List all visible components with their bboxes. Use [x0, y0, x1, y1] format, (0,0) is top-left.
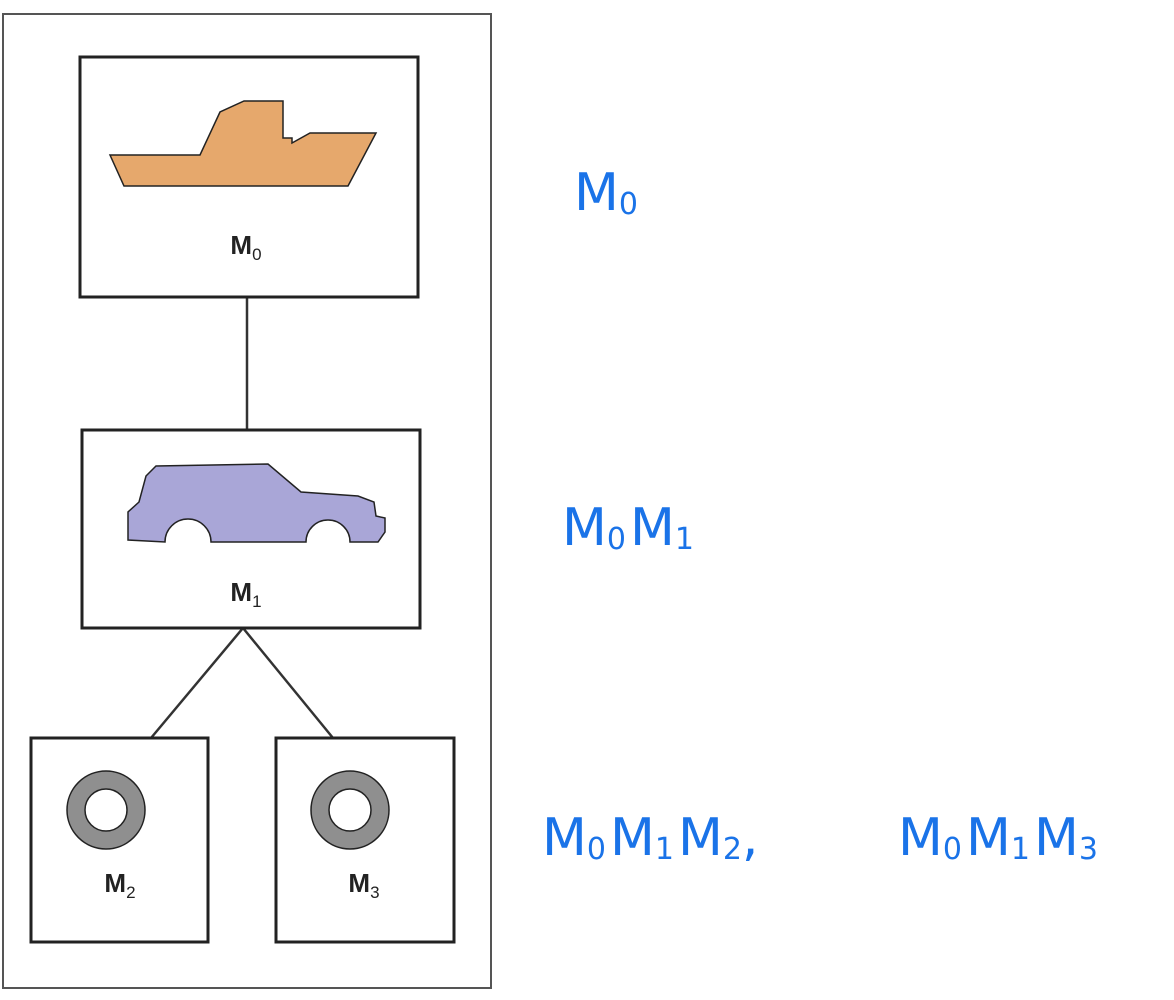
annotation-row0: M0: [574, 163, 638, 223]
node-m1: M1: [80, 428, 422, 630]
annotation-row1: M0M1: [562, 498, 694, 558]
annotation-row2-a: M0M1M2,: [542, 808, 758, 868]
annotation-row2-b: M0M1M3: [898, 808, 1098, 868]
wheel-outline-inner: [84, 788, 128, 832]
node-label: M1: [230, 577, 261, 611]
wheel-outline-inner: [328, 788, 372, 832]
node-label: M2: [104, 868, 135, 902]
edge-m1-m3: [242, 627, 334, 739]
wheel-icon: [67, 771, 145, 849]
node-label: M0: [230, 230, 261, 264]
node-label: M3: [348, 868, 379, 902]
node-m0: M0: [78, 55, 420, 299]
ship-icon: [108, 100, 378, 187]
edge-m1-m2: [150, 627, 244, 739]
car-icon: [127, 463, 386, 543]
node-m3: M3: [274, 736, 456, 944]
wheel-icon: [311, 771, 389, 849]
wheel-outline-outer: [66, 770, 146, 850]
wheel-outline-outer: [310, 770, 390, 850]
outer-frame: [2, 13, 492, 989]
node-m2: M2: [29, 736, 210, 944]
